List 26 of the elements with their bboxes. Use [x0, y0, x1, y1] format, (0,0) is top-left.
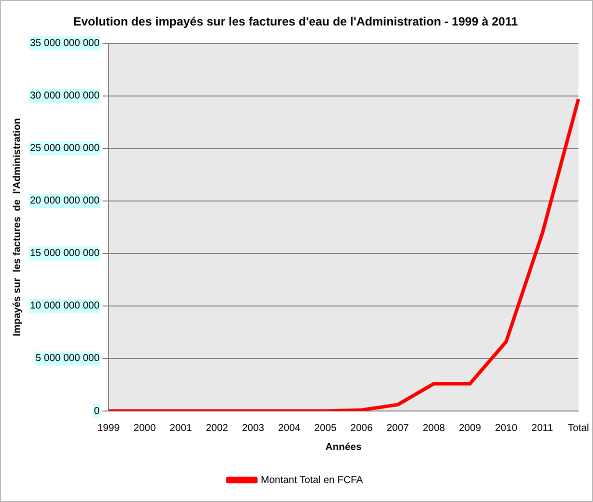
x-tick-label: 2008 — [422, 422, 446, 434]
y-tick-label: 0 — [94, 406, 100, 417]
x-tick-label: 2007 — [386, 422, 410, 434]
x-tick-label: 2000 — [134, 422, 156, 434]
x-tick-label: Total — [568, 422, 589, 434]
x-tick-label: 2009 — [458, 422, 482, 434]
y-tick-label: 10 000 000 000 — [30, 300, 100, 312]
x-tick-label: 2010 — [495, 422, 518, 434]
x-axis-title: Années — [325, 442, 362, 453]
y-axis-title: Impayés sur les factures de l'Administration — [12, 118, 23, 336]
y-tick-label: 25 000 000 000 — [30, 143, 100, 154]
x-tick-label: 2006 — [350, 422, 374, 434]
y-tick-label: 35 000 000 000 — [30, 38, 100, 50]
x-tick-label: 2005 — [314, 422, 337, 434]
x-tick-label: 2011 — [532, 422, 554, 434]
x-tick-label: 1999 — [97, 422, 120, 434]
y-tick-label: 5 000 000 000 — [36, 353, 100, 364]
legend-label: Montant Total en FCFA — [260, 474, 364, 486]
chart-title: Evolution des impayés sur les factures d'eau de l'Administration - 1999 à 2011 — [73, 14, 518, 29]
x-tick-label: 2004 — [278, 422, 301, 434]
y-tick-label: 20 000 000 000 — [30, 196, 100, 207]
y-tick-label: 30 000 000 000 — [30, 90, 100, 102]
x-tick-label: 2003 — [242, 422, 265, 434]
x-tick-label: 2002 — [206, 422, 229, 434]
y-tick-label: 15 000 000 000 — [30, 248, 100, 260]
x-tick-label: 2001 — [170, 422, 192, 434]
